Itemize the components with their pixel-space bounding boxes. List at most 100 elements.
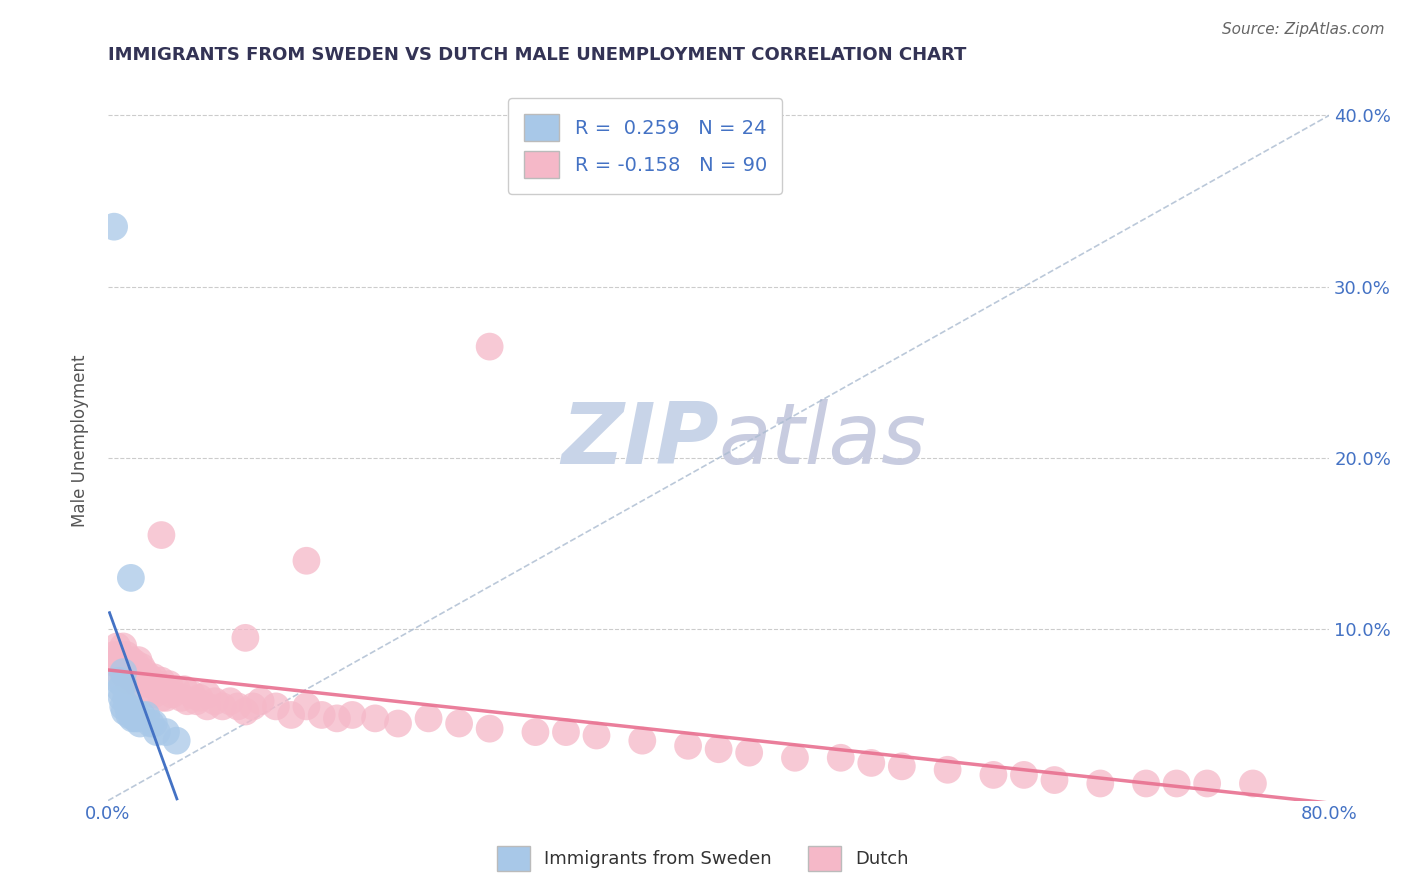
Point	[226, 699, 249, 714]
Point	[112, 677, 135, 691]
Point	[219, 694, 242, 708]
Point	[118, 708, 141, 723]
Point	[115, 648, 138, 662]
Point	[117, 699, 139, 714]
Point	[176, 694, 198, 708]
Point	[124, 657, 146, 671]
Point	[129, 665, 152, 680]
Point	[108, 648, 131, 662]
Point	[135, 708, 157, 723]
Point	[120, 670, 142, 684]
Point	[120, 653, 142, 667]
Point	[738, 746, 761, 760]
Point	[631, 733, 654, 747]
Legend: R =  0.259   N = 24, R = -0.158   N = 90: R = 0.259 N = 24, R = -0.158 N = 90	[509, 98, 782, 194]
Point	[117, 673, 139, 688]
Point	[142, 716, 165, 731]
Point	[122, 666, 145, 681]
Point	[104, 657, 127, 671]
Point	[830, 751, 852, 765]
Point	[138, 670, 160, 684]
Point	[103, 219, 125, 234]
Point	[132, 673, 155, 688]
Point	[166, 682, 188, 697]
Point	[707, 742, 730, 756]
Point	[131, 660, 153, 674]
Point	[585, 729, 607, 743]
Point	[170, 690, 193, 705]
Point	[148, 682, 170, 697]
Point	[160, 687, 183, 701]
Point	[264, 699, 287, 714]
Point	[115, 690, 138, 705]
Point	[142, 687, 165, 701]
Point	[114, 705, 136, 719]
Point	[121, 660, 143, 674]
Point	[112, 699, 135, 714]
Point	[146, 725, 169, 739]
Point	[783, 751, 806, 765]
Point	[128, 677, 150, 691]
Point	[524, 725, 547, 739]
Point	[131, 708, 153, 723]
Point	[418, 711, 440, 725]
Point	[1090, 776, 1112, 790]
Point	[478, 722, 501, 736]
Point	[1197, 776, 1219, 790]
Point	[983, 768, 1005, 782]
Point	[364, 711, 387, 725]
Point	[108, 682, 131, 697]
Legend: Immigrants from Sweden, Dutch: Immigrants from Sweden, Dutch	[491, 838, 915, 879]
Point	[280, 708, 302, 723]
Point	[936, 763, 959, 777]
Point	[118, 665, 141, 680]
Point	[155, 690, 177, 705]
Point	[105, 640, 128, 654]
Point	[326, 711, 349, 725]
Text: atlas: atlas	[718, 400, 927, 483]
Point	[890, 759, 912, 773]
Point	[136, 677, 159, 691]
Point	[555, 725, 578, 739]
Point	[125, 670, 148, 684]
Point	[107, 665, 129, 680]
Point	[242, 699, 264, 714]
Point	[150, 673, 173, 688]
Point	[139, 682, 162, 697]
Point	[150, 528, 173, 542]
Point	[128, 711, 150, 725]
Point	[195, 687, 218, 701]
Point	[139, 716, 162, 731]
Point	[111, 690, 134, 705]
Point	[112, 665, 135, 680]
Point	[135, 670, 157, 684]
Point	[157, 677, 180, 691]
Text: Source: ZipAtlas.com: Source: ZipAtlas.com	[1222, 22, 1385, 37]
Point	[107, 673, 129, 688]
Point	[195, 699, 218, 714]
Point	[211, 699, 233, 714]
Point	[120, 571, 142, 585]
Point	[142, 670, 165, 684]
Point	[103, 648, 125, 662]
Point	[166, 733, 188, 747]
Point	[295, 699, 318, 714]
Text: IMMIGRANTS FROM SWEDEN VS DUTCH MALE UNEMPLOYMENT CORRELATION CHART: IMMIGRANTS FROM SWEDEN VS DUTCH MALE UNE…	[108, 46, 966, 64]
Text: ZIP: ZIP	[561, 400, 718, 483]
Point	[122, 705, 145, 719]
Point	[112, 640, 135, 654]
Point	[478, 340, 501, 354]
Point	[128, 653, 150, 667]
Point	[860, 756, 883, 770]
Point	[114, 657, 136, 671]
Point	[1166, 776, 1188, 790]
Point	[449, 716, 471, 731]
Point	[1135, 776, 1157, 790]
Point	[235, 705, 257, 719]
Point	[129, 716, 152, 731]
Point	[146, 677, 169, 691]
Point	[1241, 776, 1264, 790]
Point	[249, 694, 271, 708]
Point	[676, 739, 699, 753]
Point	[150, 690, 173, 705]
